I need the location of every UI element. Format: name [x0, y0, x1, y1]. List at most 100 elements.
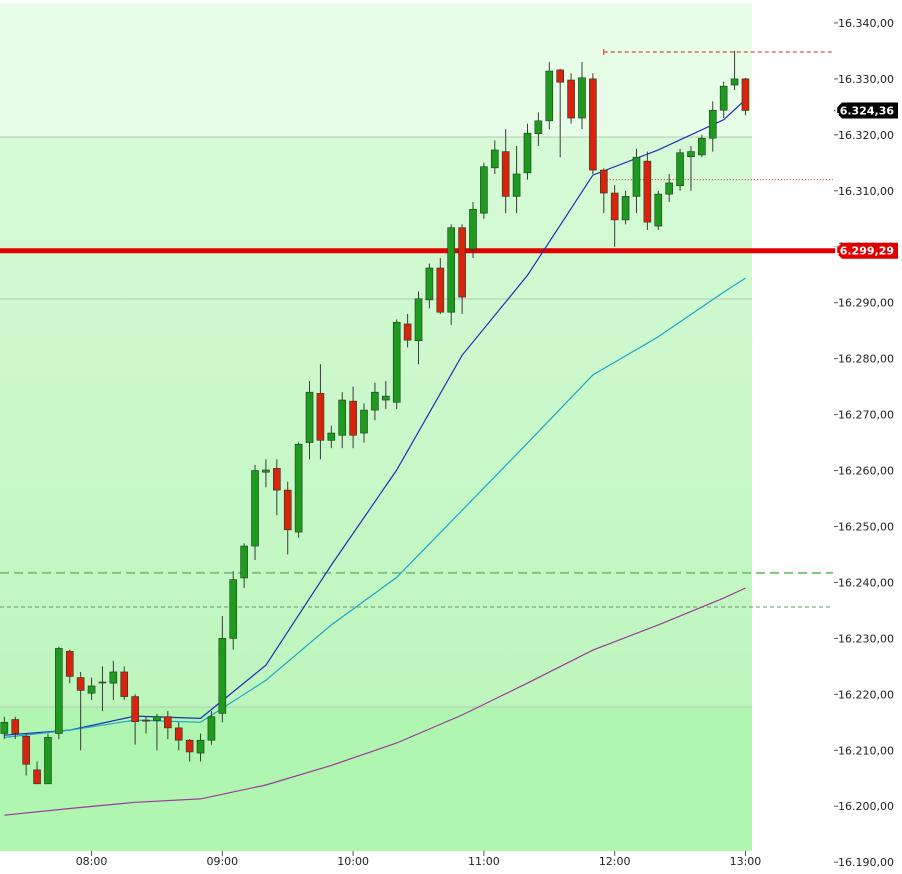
candle-body: [371, 391, 379, 411]
candle-body: [218, 638, 227, 714]
candle: [305, 381, 314, 460]
candle-body: [131, 696, 139, 723]
y-tick-label: 16.200,00: [838, 800, 894, 813]
candle: [599, 168, 608, 214]
candle: [153, 713, 161, 751]
candle: [76, 671, 85, 751]
y-tick-label: 16.250,00: [838, 520, 894, 533]
moving-average: [4, 587, 746, 816]
candle-body: [316, 393, 325, 441]
candle: [338, 392, 347, 449]
price-box: [834, 242, 898, 259]
candle: [578, 62, 586, 130]
candle: [109, 660, 118, 700]
candle-body: [251, 470, 259, 547]
candle: [218, 615, 227, 723]
candle: [131, 694, 139, 745]
candle-body: [447, 227, 456, 313]
candle: [11, 716, 20, 740]
candle-body: [621, 196, 630, 221]
candle-body: [109, 671, 118, 684]
candle: [44, 733, 52, 785]
candle-body: [534, 120, 543, 135]
candle-body: [22, 735, 30, 765]
candle: [480, 162, 488, 219]
candle: [556, 68, 564, 158]
candle: [120, 666, 129, 700]
candle-body: [687, 151, 695, 157]
candle: [294, 442, 303, 538]
candle: [425, 263, 434, 309]
candle: [534, 112, 543, 147]
candle: [65, 649, 74, 684]
candle: [240, 543, 248, 589]
candle: [447, 224, 456, 326]
y-tick-label: 16.210,00: [838, 744, 894, 757]
candle-body: [338, 399, 347, 436]
candle-body: [185, 739, 194, 753]
candle-body: [523, 132, 532, 174]
y-tick-label: 16.290,00: [838, 297, 894, 310]
candle: [665, 174, 673, 202]
candle-body: [153, 716, 161, 721]
candle: [414, 291, 423, 365]
y-tick-label: 16.190,00: [838, 856, 894, 869]
candle: [589, 73, 597, 174]
x-tick-label: 09:00: [206, 855, 238, 868]
y-tick-label: 16.320,00: [838, 129, 894, 142]
candle: [87, 677, 96, 700]
candle: [196, 733, 205, 762]
candle-body: [142, 719, 150, 722]
y-tick-label: 16.260,00: [838, 465, 894, 478]
price-label: 16.299,29: [832, 245, 894, 258]
candle-body: [305, 391, 314, 443]
candle-body: [207, 716, 216, 741]
candle: [403, 313, 412, 348]
candle-body: [719, 85, 728, 111]
candle-body: [120, 671, 129, 697]
y-tick-label: 16.230,00: [838, 632, 894, 645]
candle-body: [273, 467, 281, 491]
candle: [469, 201, 477, 258]
candle-body: [589, 78, 597, 171]
candle-body: [741, 78, 750, 111]
candle: [185, 739, 194, 762]
candle-body: [414, 298, 423, 342]
candle: [643, 151, 652, 230]
candle: [251, 464, 259, 561]
candle-body: [578, 77, 586, 119]
y-tick-label: 16.340,00: [838, 17, 894, 30]
candle: [719, 81, 728, 119]
candle: [698, 134, 706, 158]
x-tick-label: 13:00: [730, 855, 762, 868]
y-tick-label: 16.220,00: [838, 688, 894, 701]
candle: [262, 459, 270, 488]
candle: [654, 190, 663, 230]
candle: [349, 386, 357, 449]
candle-body: [403, 323, 412, 341]
candle-body: [196, 739, 205, 754]
candle: [164, 711, 172, 740]
candle: [22, 733, 30, 776]
candle-body: [458, 227, 466, 298]
candle-body: [425, 267, 434, 301]
candle: [708, 101, 717, 152]
candle-body: [599, 169, 608, 194]
band: [0, 707, 752, 851]
candle: [501, 129, 510, 214]
candle-body: [469, 208, 477, 250]
candle-body: [55, 648, 63, 734]
candle: [174, 722, 183, 751]
candle: [512, 146, 521, 214]
candle-body: [349, 400, 357, 436]
candle: [436, 257, 445, 314]
candle-body: [436, 267, 445, 313]
candle-body: [643, 160, 652, 223]
candle-body: [327, 432, 336, 441]
y-tick-label: 16.280,00: [838, 353, 894, 366]
candle: [33, 761, 41, 785]
candle-body: [174, 727, 183, 741]
candle-body: [0, 721, 9, 734]
candle-body: [698, 137, 706, 156]
x-tick-label: 12:00: [599, 855, 631, 868]
